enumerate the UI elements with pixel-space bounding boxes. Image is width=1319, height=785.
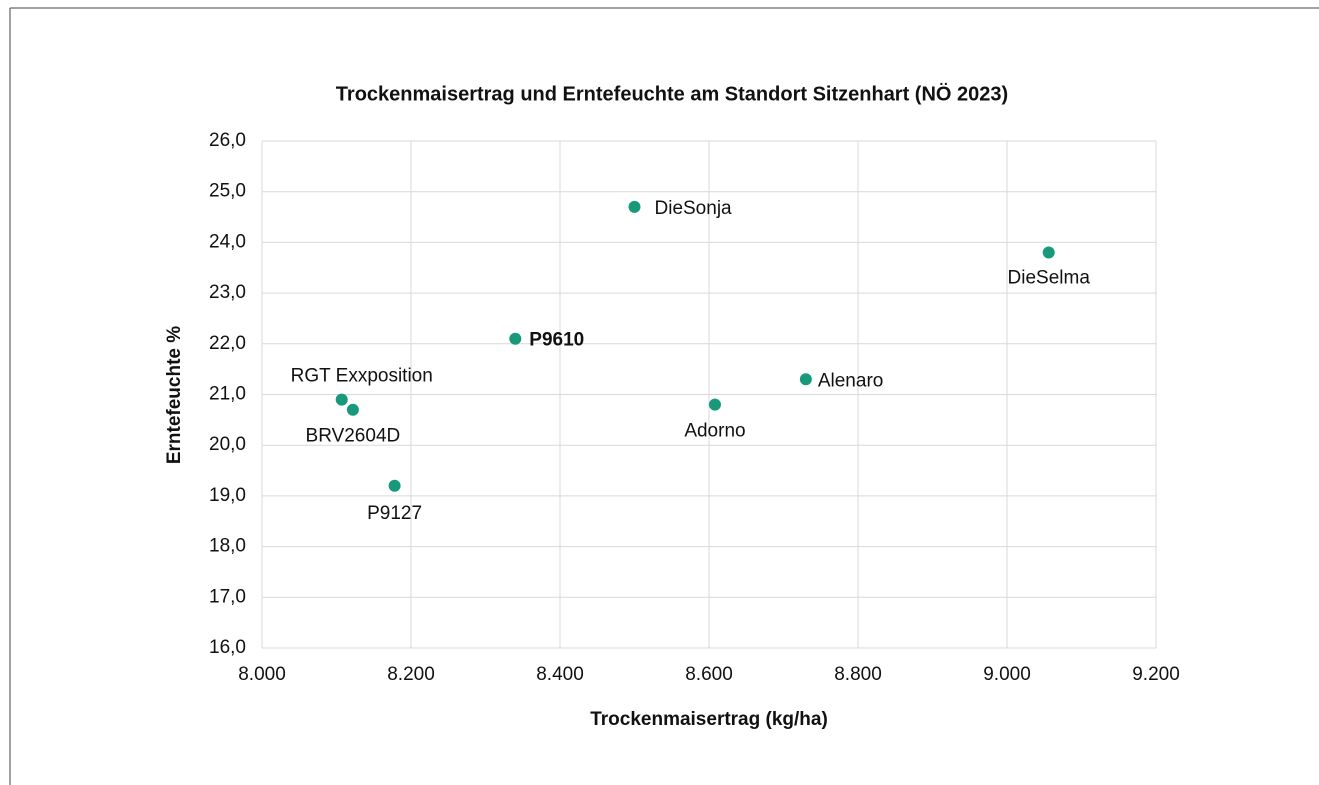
point-label: Adorno — [684, 421, 745, 442]
point-label: P9127 — [367, 503, 422, 524]
x-tick-label: 8.000 — [238, 664, 286, 685]
y-tick-label: 26,0 — [209, 130, 246, 151]
y-axis-label: Erntefeuchte % — [164, 326, 185, 464]
x-tick-label: 8.800 — [834, 664, 882, 685]
x-tick-label: 9.000 — [983, 664, 1031, 685]
x-axis-label: Trockenmaisertrag (kg/ha) — [590, 709, 828, 730]
point — [335, 393, 348, 406]
chart-title: Trockenmaisertrag und Erntefeuchte am St… — [336, 82, 1008, 105]
point — [628, 200, 641, 213]
point — [708, 398, 721, 411]
point — [1042, 246, 1055, 259]
x-tick-label: 8.200 — [387, 664, 435, 685]
point — [388, 479, 401, 492]
point-label: Alenaro — [818, 370, 884, 391]
y-tick-label: 25,0 — [209, 181, 246, 202]
point-label: DieSonja — [655, 198, 733, 219]
point — [509, 332, 522, 345]
point — [346, 403, 359, 416]
point-label: DieSelma — [1008, 268, 1091, 289]
y-tick-label: 23,0 — [209, 282, 246, 303]
y-tick-label: 18,0 — [209, 536, 246, 557]
y-tick-label: 19,0 — [209, 485, 246, 506]
y-tick-label: 21,0 — [209, 384, 246, 405]
x-tick-label: 9.200 — [1132, 664, 1180, 685]
y-tick-label: 22,0 — [209, 333, 246, 354]
y-tick-label: 24,0 — [209, 231, 246, 252]
y-tick-label: 20,0 — [209, 434, 246, 455]
y-tick-label: 16,0 — [209, 637, 246, 658]
x-tick-label: 8.400 — [536, 664, 584, 685]
point-label: BRV2604D — [306, 426, 401, 447]
point-label: RGT Exxposition — [291, 366, 433, 387]
point — [799, 373, 812, 386]
y-tick-label: 17,0 — [209, 586, 246, 607]
point-label: P9610 — [529, 330, 584, 351]
x-tick-label: 8.600 — [685, 664, 733, 685]
